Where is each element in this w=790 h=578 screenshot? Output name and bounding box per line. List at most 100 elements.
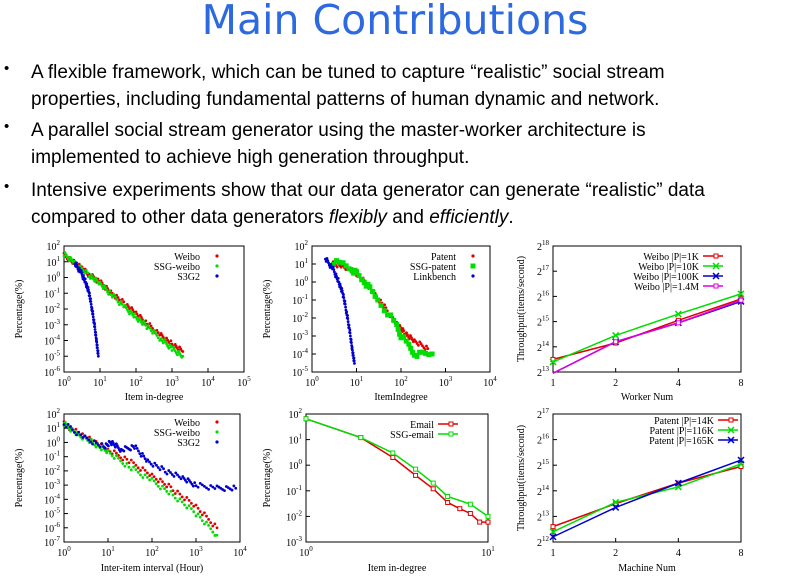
data-point: [196, 512, 200, 516]
data-point: [86, 271, 90, 275]
x-tick-label: 8: [739, 548, 744, 559]
data-point: [200, 483, 204, 487]
data-point: [612, 503, 620, 511]
data-point: [141, 323, 144, 326]
data-point: [343, 302, 347, 306]
data-point: [96, 280, 100, 284]
data-point: [113, 295, 117, 299]
data-point: [189, 507, 193, 511]
text-run: .: [508, 207, 514, 228]
data-point: [342, 293, 345, 296]
data-point: [89, 302, 93, 306]
data-point: [152, 328, 156, 332]
data-point: [74, 261, 78, 265]
series-line: [552, 463, 742, 533]
data-point: [177, 475, 181, 479]
data-point: [202, 522, 206, 526]
data-point: [94, 331, 98, 334]
y-tick-label: 10-3: [44, 318, 60, 332]
data-point: [120, 298, 124, 301]
y-axis-label: Throughput(items/second): [516, 425, 527, 531]
data-point: [170, 349, 174, 352]
emphasis-text: efficiently: [429, 207, 509, 228]
data-point: [165, 472, 169, 476]
data-point: [66, 422, 70, 426]
data-point: [370, 289, 376, 295]
data-point: [81, 435, 85, 439]
data-point: [156, 484, 160, 488]
data-point: [402, 329, 406, 333]
data-point: [127, 310, 130, 314]
data-point: [160, 465, 164, 468]
data-point: [136, 470, 140, 474]
data-point: [133, 312, 137, 316]
data-point: [390, 454, 396, 460]
data-point: [129, 458, 133, 462]
x-tick-label: 4: [676, 378, 681, 389]
legend-label: Patent |P|=116K: [649, 426, 714, 437]
data-point: [95, 343, 99, 347]
series-line: [552, 300, 742, 374]
data-point: [155, 463, 158, 467]
data-point: [119, 456, 122, 460]
legend-label: Weibo: [174, 252, 200, 263]
data-point: [336, 276, 340, 280]
data-point: [115, 298, 118, 301]
data-point: [89, 297, 92, 301]
data-point: [139, 473, 142, 477]
data-point: [358, 435, 364, 441]
data-point: [131, 308, 135, 312]
data-point: [171, 489, 175, 492]
data-point: [84, 268, 88, 272]
series-line: [552, 299, 742, 374]
data-point: [406, 341, 412, 347]
data-point: [108, 451, 112, 455]
data-point: [163, 482, 166, 486]
data-point: [345, 310, 349, 314]
legend-marker: [728, 417, 734, 423]
data-point: [135, 312, 139, 316]
data-point: [169, 489, 173, 493]
data-point: [343, 299, 347, 303]
data-point: [234, 486, 238, 490]
data-point: [131, 313, 135, 317]
data-point: [87, 274, 91, 278]
text-run: properties, including fundamental patter…: [31, 89, 660, 110]
y-tick-label: 10-1: [292, 293, 308, 307]
bullet-2-text: A parallel social stream generator using…: [31, 117, 646, 171]
data-point: [151, 327, 154, 330]
data-point: [156, 480, 160, 484]
data-point: [79, 264, 82, 268]
data-point: [344, 268, 348, 272]
data-point: [140, 320, 143, 324]
y-tick-label: 102: [47, 407, 61, 421]
legend-marker: [471, 274, 475, 278]
data-point: [97, 282, 101, 286]
data-point: [325, 256, 329, 260]
data-point: [144, 323, 148, 327]
data-point: [394, 322, 400, 328]
x-tick-label: 103: [165, 375, 179, 389]
data-point: [167, 482, 171, 486]
data-point: [96, 346, 99, 350]
data-point: [110, 443, 113, 447]
data-point: [112, 449, 116, 453]
data-point: [381, 308, 387, 314]
legend-marker: [215, 440, 219, 444]
y-tick-label: 10-1: [44, 450, 60, 464]
data-point: [176, 499, 179, 503]
legend-marker: [215, 430, 219, 434]
legend-label: Weibo |P|=100K: [633, 272, 700, 283]
data-point: [209, 484, 213, 487]
data-point: [613, 339, 619, 345]
data-point: [329, 262, 333, 266]
data-point: [194, 514, 198, 518]
data-point: [135, 317, 139, 321]
y-tick-label: 10-4: [292, 347, 308, 361]
data-point: [343, 263, 349, 269]
data-point: [426, 347, 430, 350]
data-point: [172, 475, 176, 478]
data-point: [141, 476, 145, 479]
bullet-3-text: Intensive experiments show that our data…: [31, 177, 705, 231]
text-run: Intensive experiments show that our data…: [31, 180, 705, 201]
